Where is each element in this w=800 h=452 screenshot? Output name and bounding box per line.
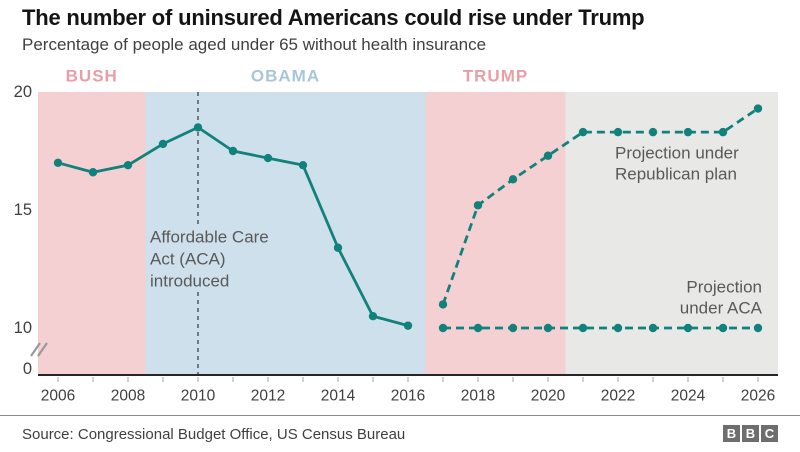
band-projection-period (565, 92, 778, 375)
data-point-projection-under-republican-plan (718, 127, 728, 137)
y-tick-label-0: 0 (23, 360, 32, 378)
band-trump (425, 92, 566, 375)
axis-break-slash-1 (37, 342, 48, 357)
data-point-projection-under-republican-plan (438, 300, 448, 309)
data-point-projection-under-aca (753, 323, 763, 333)
footer: Source: Congressional Budget Office, US … (0, 415, 800, 452)
band-label-trump: TRUMP (463, 67, 528, 86)
data-point-projection-under-republican-plan (473, 201, 483, 210)
data-point-projection-under-republican-plan (508, 175, 518, 184)
data-point-projection-under-republican-plan (753, 104, 763, 113)
data-point-projection-under-aca (438, 323, 448, 333)
x-tick-label: 2016 (391, 388, 425, 405)
aca-annotation-line-1: Act (ACA) (150, 250, 226, 269)
source-text: Source: Congressional Budget Office, US … (22, 426, 406, 443)
bbc-logo: B B C (723, 425, 778, 442)
chart-canvas: BUSH OBAMA TRUMP Affordable Care Act (ACA) in… (14, 67, 778, 405)
x-tick-label: 2026 (741, 388, 775, 405)
band-label-bush: BUSH (66, 67, 118, 86)
data-point-projection-under-republican-plan (578, 127, 588, 137)
x-tick-label: 2022 (601, 388, 635, 405)
data-point-uninsured-rate-actual (228, 146, 238, 156)
band-label-obama: OBAMA (251, 67, 320, 86)
series-line-projection-under-republican-plan (441, 107, 759, 305)
data-point-projection-under-aca (543, 323, 553, 333)
data-point-uninsured-rate-actual (193, 123, 203, 132)
x-tick-label: 2018 (461, 388, 495, 405)
data-point-projection-under-republican-plan (613, 127, 623, 137)
x-tick-label: 2012 (251, 388, 285, 405)
data-point-projection-under-aca (578, 323, 588, 333)
data-point-projection-under-aca (718, 323, 728, 333)
data-point-uninsured-rate-actual (53, 158, 63, 167)
data-point-uninsured-rate-actual (263, 153, 273, 163)
data-point-uninsured-rate-actual (158, 139, 168, 149)
bbc-logo-block-b2: B (742, 425, 759, 442)
data-point-projection-under-republican-plan (648, 127, 658, 137)
x-tick-label: 2020 (531, 388, 566, 405)
x-tick-label: 2006 (41, 388, 75, 405)
data-point-uninsured-rate-actual (403, 321, 413, 330)
axis-break-slash-0 (30, 342, 41, 357)
series-label-projection-under-aca-line-1: under ACA (680, 299, 763, 318)
data-point-projection-under-aca (683, 323, 693, 333)
series-label-projection-under-republican-plan-line-0: Projection under (615, 144, 739, 163)
aca-annotation-line-2: introduced (150, 272, 229, 291)
data-point-projection-under-republican-plan (683, 127, 693, 137)
x-tick-label: 2010 (181, 388, 216, 405)
y-tick-label-20: 20 (14, 83, 32, 101)
y-tick-label-15: 15 (14, 201, 32, 219)
data-point-uninsured-rate-actual (368, 312, 378, 321)
x-tick-label: 2008 (111, 388, 145, 405)
series-label-projection-under-aca-line-0: Projection (686, 278, 762, 297)
data-point-projection-under-aca (473, 323, 483, 333)
bbc-logo-block-b1: B (723, 425, 740, 442)
data-point-projection-under-aca (508, 323, 518, 333)
bbc-logo-block-c: C (761, 425, 778, 442)
chart-subtitle: Percentage of people aged under 65 witho… (22, 35, 487, 54)
x-tick-label: 2014 (321, 388, 356, 405)
data-point-uninsured-rate-actual (333, 243, 343, 252)
page-title: The number of uninsured Americans could … (22, 5, 645, 30)
y-tick-label-10: 10 (14, 319, 32, 337)
data-point-uninsured-rate-actual (88, 168, 98, 177)
data-point-uninsured-rate-actual (298, 160, 308, 170)
band-bush (38, 92, 146, 375)
x-tick-label: 2024 (671, 388, 706, 405)
band-obama (145, 92, 426, 375)
data-point-projection-under-republican-plan (543, 151, 553, 160)
series-label-projection-under-republican-plan-line-1: Republican plan (615, 165, 737, 184)
aca-annotation-line-0: Affordable Care (150, 228, 269, 247)
data-point-projection-under-aca (613, 323, 623, 333)
data-point-uninsured-rate-actual (123, 160, 133, 170)
data-point-projection-under-aca (648, 323, 658, 333)
